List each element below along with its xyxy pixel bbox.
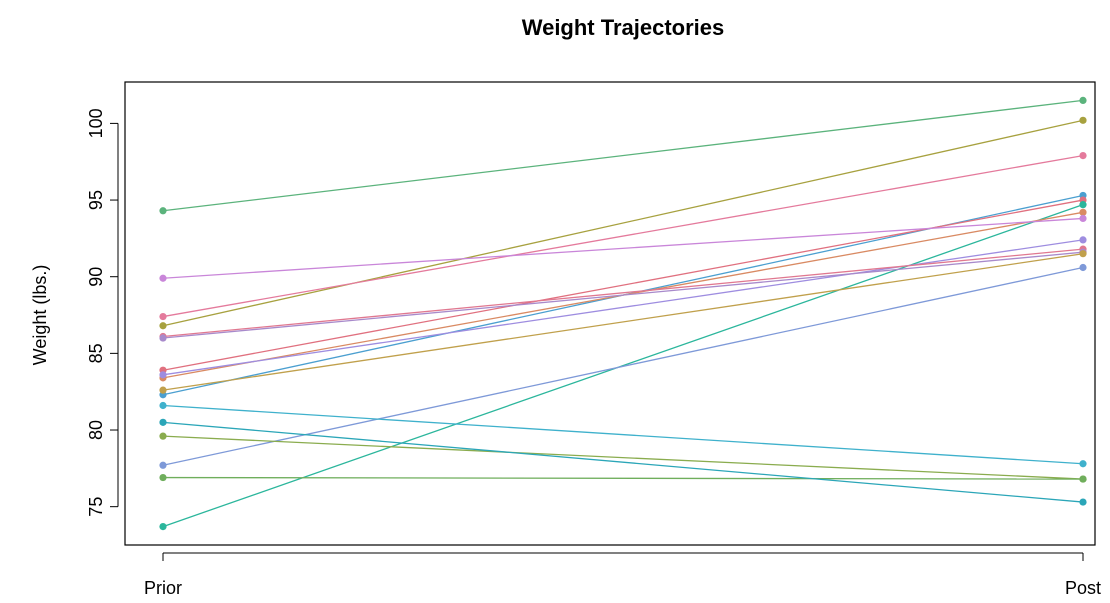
data-point <box>1079 116 1087 124</box>
data-point <box>159 207 167 215</box>
data-point <box>1079 214 1087 223</box>
data-point <box>1079 460 1087 468</box>
data-point <box>1079 498 1087 506</box>
series-line <box>162 435 1084 480</box>
series-line <box>162 421 1084 503</box>
data-point <box>1079 475 1087 483</box>
data-point <box>159 312 167 321</box>
y-tick-label: 85 <box>86 343 106 363</box>
data-point <box>1079 236 1087 244</box>
plot-frame <box>124 81 1096 546</box>
y-tick-label: 80 <box>86 420 106 440</box>
data-point <box>159 274 167 282</box>
y-tick-label: 90 <box>86 267 106 287</box>
series-line <box>162 199 1084 371</box>
series-line <box>162 239 1084 376</box>
series-points <box>159 96 1087 531</box>
x-tick-label: Post <box>1065 578 1101 598</box>
x-axis: Prior Post <box>144 552 1101 598</box>
data-point <box>1079 263 1087 272</box>
series-lines <box>162 99 1084 528</box>
x-tick-label: Prior <box>144 578 182 598</box>
data-point <box>159 322 167 330</box>
data-point <box>1079 250 1087 258</box>
data-point <box>1079 96 1087 104</box>
data-point <box>159 523 167 531</box>
series-line <box>162 476 1084 480</box>
data-point <box>159 473 167 482</box>
data-point <box>159 461 167 469</box>
series-line <box>162 154 1084 318</box>
data-point <box>159 334 167 342</box>
data-point <box>1079 208 1087 216</box>
y-axis: 75 80 85 90 95 100 <box>86 108 119 517</box>
series-line <box>162 404 1084 465</box>
series-line <box>162 266 1084 466</box>
series-line <box>162 251 1084 339</box>
y-tick-label: 75 <box>86 497 106 517</box>
series-line <box>162 253 1084 391</box>
data-point <box>159 401 167 410</box>
y-tick-label: 100 <box>86 108 106 138</box>
series-line <box>162 248 1084 338</box>
data-point <box>159 371 167 379</box>
series-line <box>162 217 1084 279</box>
series-line <box>162 119 1084 327</box>
data-point <box>159 386 167 394</box>
series-line <box>162 204 1084 528</box>
chart-title: Weight Trajectories <box>522 15 725 40</box>
data-point <box>1079 201 1087 209</box>
y-axis-label: Weight (lbs.) <box>30 265 50 366</box>
data-point <box>159 418 167 426</box>
data-point <box>159 432 167 440</box>
data-point <box>1079 151 1087 160</box>
y-tick-label: 95 <box>86 190 106 210</box>
series-line <box>162 99 1084 212</box>
